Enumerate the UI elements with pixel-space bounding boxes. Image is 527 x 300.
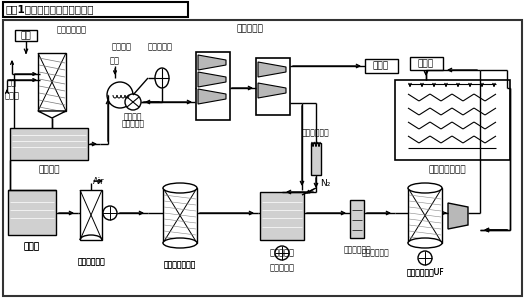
Bar	[311, 143, 321, 175]
Bar	[350, 200, 364, 238]
Polygon shape	[198, 72, 226, 87]
Polygon shape	[38, 111, 66, 118]
Circle shape	[107, 82, 133, 108]
Text: ろ過水槽: ろ過水槽	[38, 166, 60, 175]
Bar	[15, 30, 37, 41]
Bar	[260, 192, 304, 240]
Circle shape	[125, 94, 141, 110]
Text: 一次純水槽: 一次純水槽	[269, 263, 295, 272]
Text: 超純水: 超純水	[418, 59, 434, 68]
Text: 浄水槽: 浄水槽	[24, 242, 40, 251]
Text: 硫酸: 硫酸	[110, 56, 120, 65]
Polygon shape	[258, 83, 286, 98]
Text: 塩素: 塩素	[7, 79, 17, 88]
Text: 浄水槽: 浄水槽	[24, 242, 40, 251]
Text: 井水: 井水	[21, 32, 32, 40]
Text: 紫外線殺菌灯: 紫外線殺菌灯	[362, 248, 390, 257]
Text: 【図1】超純水製造装置の一例: 【図1】超純水製造装置の一例	[6, 4, 94, 14]
Ellipse shape	[163, 183, 197, 193]
Bar	[80, 190, 102, 240]
Ellipse shape	[163, 238, 197, 248]
Bar	[408, 188, 442, 243]
Polygon shape	[198, 89, 226, 104]
Bar	[10, 128, 88, 160]
Text: 熱交換器: 熱交換器	[112, 43, 132, 52]
Bar	[410, 57, 443, 70]
Ellipse shape	[155, 68, 169, 88]
Circle shape	[275, 246, 289, 260]
Ellipse shape	[408, 238, 442, 248]
Text: 濃縮水: 濃縮水	[373, 61, 389, 70]
Bar	[38, 53, 66, 111]
Text: 急速ろ過装置: 急速ろ過装置	[57, 26, 87, 34]
Ellipse shape	[408, 183, 442, 193]
Text: 逆浸透装置: 逆浸透装置	[237, 25, 264, 34]
Bar	[8, 190, 56, 235]
Bar	[365, 59, 398, 73]
Text: 凝集剤: 凝集剤	[5, 92, 20, 100]
Text: 一次純水槽: 一次純水槽	[269, 248, 295, 257]
Text: 真空脱気装置: 真空脱気装置	[77, 257, 105, 266]
Polygon shape	[198, 55, 226, 70]
Text: 混床式純粋装置: 混床式純粋装置	[164, 260, 196, 269]
Circle shape	[418, 251, 432, 265]
Bar	[196, 52, 230, 120]
Text: 紫外線殺菌灯: 紫外線殺菌灯	[301, 128, 329, 137]
Polygon shape	[258, 62, 286, 77]
Text: 高圧ポンプ: 高圧ポンプ	[148, 43, 172, 52]
Bar	[256, 58, 290, 115]
Text: ポリッシャーUF: ポリッシャーUF	[406, 268, 444, 277]
Text: 真空脱気装置: 真空脱気装置	[77, 257, 105, 266]
Circle shape	[103, 206, 117, 220]
Bar	[395, 80, 510, 160]
Text: Air: Air	[93, 176, 105, 185]
Text: 混床式純粋装置: 混床式純粋装置	[164, 260, 196, 269]
Text: ユースポイント: ユースポイント	[428, 166, 466, 175]
Bar	[163, 188, 197, 243]
Bar	[3, 2, 188, 17]
Polygon shape	[448, 203, 468, 229]
Text: チェック: チェック	[124, 112, 142, 122]
Text: ポリッシャーUF: ポリッシャーUF	[406, 268, 444, 277]
Text: 紫外線殺菌灯: 紫外線殺菌灯	[343, 245, 371, 254]
Text: N₂: N₂	[320, 178, 330, 188]
Text: フィルター: フィルター	[121, 119, 144, 128]
